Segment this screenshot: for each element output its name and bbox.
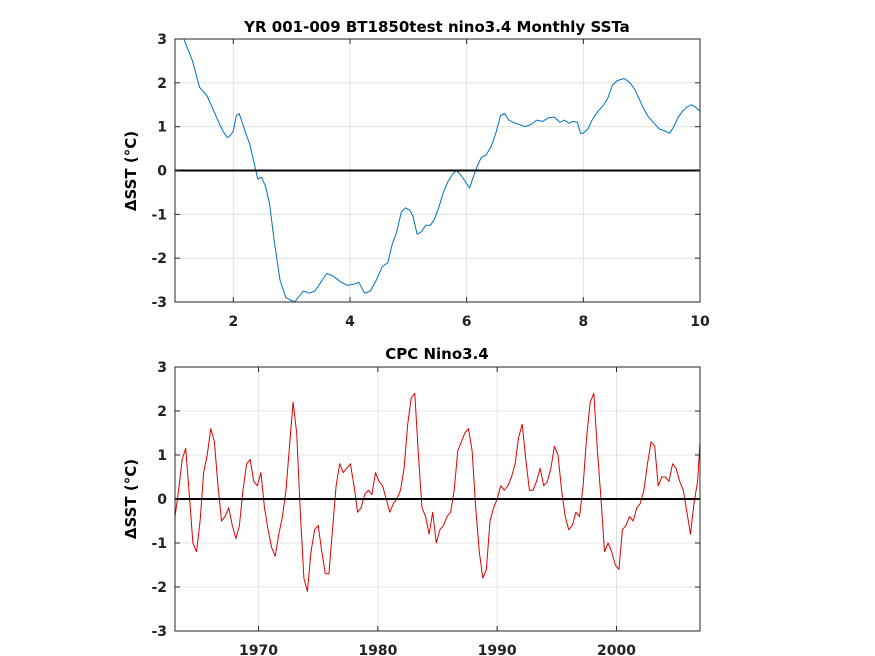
bottom-chart-xtick-label-1990: 1990 <box>478 643 517 656</box>
bottom-chart-ytick-label--3: -3 <box>151 624 167 640</box>
top-chart-ylabel: ΔSST (°C) <box>122 131 140 211</box>
bottom-chart-ytick-label-2: 2 <box>157 404 167 420</box>
bottom-chart-ytick-label-1: 1 <box>157 448 167 464</box>
top-chart-panel: YR 001-009 BT1850test nino3.4 Monthly SS… <box>122 18 710 330</box>
bottom-chart-series-line-0 <box>175 392 700 592</box>
top-chart-xtick-label-4: 4 <box>345 314 355 330</box>
top-chart-ytick-label-0: 0 <box>157 164 167 180</box>
top-chart-ytick-label-2: 2 <box>157 76 167 92</box>
bottom-chart-xtick-label-1980: 1980 <box>358 643 397 656</box>
top-chart-ytick-label-3: 3 <box>157 32 167 48</box>
top-chart-xtick-label-8: 8 <box>578 314 588 330</box>
top-chart-ytick-label--3: -3 <box>151 295 167 311</box>
top-chart-xtick-label-2: 2 <box>228 314 238 330</box>
top-chart-ytick-label--1: -1 <box>151 207 167 223</box>
top-chart-ytick-label-1: 1 <box>157 120 167 136</box>
top-chart-ticks: 2 4 6 8 10 -3 -2 -1 0 1 2 3 <box>151 32 710 330</box>
bottom-chart-ytick-label-3: 3 <box>157 360 167 376</box>
bottom-chart-xtick-label-2000: 2000 <box>597 643 636 656</box>
bottom-chart-panel: CPC Nino3.4 ΔSST (°C) 1970 1980 1990 2000 -3… <box>122 345 701 656</box>
bottom-chart-ytick-label-0: 0 <box>157 492 167 508</box>
bottom-chart-title: CPC Nino3.4 <box>385 345 488 363</box>
top-chart-ytick-label--2: -2 <box>151 251 167 267</box>
top-chart-xtick-label-6: 6 <box>462 314 472 330</box>
top-chart-xtick-label-10: 10 <box>690 314 710 330</box>
top-chart-series-line-0 <box>183 39 700 302</box>
bottom-chart-xtick-label-1970: 1970 <box>239 643 278 656</box>
bottom-chart-ylabel: ΔSST (°C) <box>122 459 140 539</box>
top-chart-gridlines <box>175 38 701 303</box>
bottom-chart-ytick-label--2: -2 <box>151 580 167 596</box>
top-chart-title: YR 001-009 BT1850test nino3.4 Monthly SS… <box>243 18 630 36</box>
bottom-chart-ticks: 1970 1980 1990 2000 -3 -2 -1 0 1 2 3 <box>151 360 701 656</box>
bottom-chart-ytick-label--1: -1 <box>151 536 167 552</box>
top-chart-series <box>175 39 700 302</box>
bottom-chart-series <box>175 392 700 592</box>
